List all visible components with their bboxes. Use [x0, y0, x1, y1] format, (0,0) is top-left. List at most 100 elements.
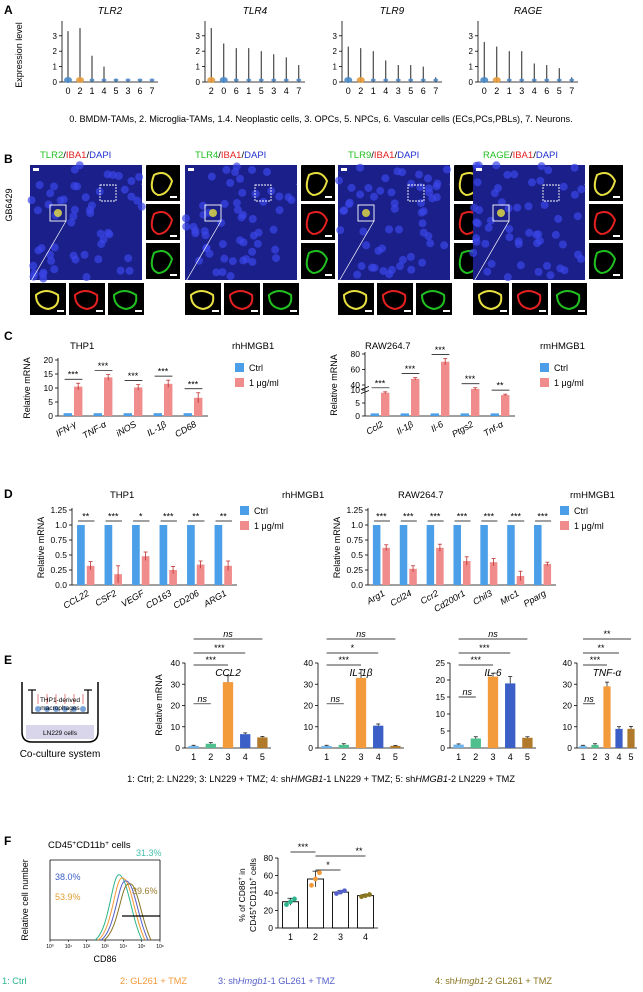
legend-label: Ctrl: [249, 363, 263, 373]
panel-d-left-chart: 0.0 0.25 0.5 0.75 1.0 1.25 ** CCL22 *** CSF2 * VEGF…: [36, 505, 237, 611]
violin-title: TLR4: [243, 6, 268, 17]
nucleus-dot: [271, 245, 280, 254]
sig-label: ns: [330, 694, 340, 704]
nucleus-dot: [415, 170, 424, 179]
nucleus-dot: [35, 180, 44, 189]
violin-category-label: 2: [358, 86, 363, 96]
nucleus-dot: [398, 255, 407, 264]
sig-label: ns: [584, 694, 594, 704]
data-point: [334, 891, 339, 896]
nucleus-dot: [248, 257, 257, 266]
nucleus-dot: [524, 202, 533, 211]
if-connector: [337, 220, 375, 284]
category-label: Il-1β: [395, 419, 415, 436]
if-scale-bar: [365, 310, 372, 312]
panel-b-side-label: GB6429: [4, 188, 14, 221]
violin-category-label: 3: [519, 86, 524, 96]
if-title-marker: TLR9: [348, 150, 371, 161]
violin-ytick-label: 1: [53, 63, 58, 72]
sig-label: *: [139, 512, 143, 522]
label-span: Hmgb1: [455, 976, 485, 986]
category-label: 3: [604, 752, 609, 762]
sig-label: ***: [510, 512, 521, 522]
if-title-slash1: /: [371, 150, 374, 161]
bar-ylabel-line2: CD45+CD11b+ cells: [248, 858, 258, 932]
violin-body: [531, 78, 537, 82]
if-cell-shape: [516, 290, 542, 311]
sig-label: **: [220, 512, 228, 522]
hist-curve: [94, 874, 143, 941]
chart-ytick-label: 40: [304, 658, 314, 668]
percent-label: 53.9%: [55, 892, 81, 902]
panel-label-a: A: [4, 3, 13, 17]
if-cell-shape: [112, 290, 138, 311]
chart-ytick-label: 15: [44, 369, 54, 379]
violin-body: [569, 78, 575, 82]
nucleus-dot: [487, 259, 496, 268]
chart-ylabel: Relative mRNA: [36, 517, 46, 579]
nucleus-dot: [356, 190, 365, 199]
bar: [321, 745, 332, 748]
nucleus-dot: [472, 234, 481, 243]
nucleus-dot: [135, 173, 144, 182]
bar: [373, 725, 384, 748]
category-label: 5: [525, 752, 530, 762]
category-label: Ptgs2: [450, 419, 475, 439]
chart-ytick-label: 60: [264, 871, 274, 881]
chart-ytick-label: 0: [355, 411, 360, 421]
if-scale-bar: [539, 310, 546, 312]
category-label: CD163: [144, 588, 173, 611]
diagram-mid-label: macrophages: [40, 705, 80, 712]
sig-label: ***: [98, 361, 109, 371]
chart-ylabel: Relative mRNA: [329, 354, 339, 416]
if-cell-shape: [150, 211, 174, 236]
category-label: 3: [490, 752, 495, 762]
nucleus-dot: [335, 176, 344, 185]
if-scale-bar: [325, 196, 332, 198]
bar-ctrl: [132, 525, 140, 585]
bar-ctrl: [123, 413, 132, 416]
chart-ytick-label: 0: [308, 743, 313, 753]
hist-xtick-label: 10⁴: [119, 944, 127, 950]
nucleus-dot: [248, 214, 257, 223]
nucleus-dot: [484, 223, 493, 232]
chart-ytick-label: 1.25: [346, 505, 363, 515]
nucleus-dot: [390, 204, 399, 213]
if-scale-bar: [443, 310, 450, 312]
nucleus-dot: [369, 192, 378, 201]
panel-a-ylabel: Expression level: [14, 22, 24, 88]
chart-ytick-label: 5: [355, 398, 360, 408]
if-scale-bar: [170, 274, 177, 276]
label-span: 3: sh: [218, 976, 238, 986]
violin-ytick-label: 0: [53, 78, 58, 87]
legend-label: Ctrl: [254, 506, 268, 516]
category-label: CSF2: [93, 588, 118, 608]
sig-label: ***: [163, 512, 174, 522]
if-connector: [29, 220, 67, 284]
bar-treatment: [194, 397, 203, 416]
chart-ytick-label: 80: [351, 349, 361, 359]
if-scale-bar: [251, 310, 258, 312]
nucleus-dot: [385, 225, 394, 234]
violin-category-label: 0: [221, 86, 226, 96]
nucleus-dot: [75, 161, 84, 170]
bar: [579, 745, 587, 748]
if-panel-title: TLR9/IBA1/DAPI: [348, 150, 419, 161]
transwell-insert: [31, 690, 89, 714]
if-scale-bar: [135, 310, 142, 312]
chart-ytick-label: 20: [304, 701, 314, 711]
nucleus-dot: [559, 182, 568, 191]
violin-body: [137, 78, 143, 82]
category-label: 2: [473, 752, 478, 762]
violin-ytick-label: 2: [53, 47, 58, 56]
nucleus-dot: [207, 172, 216, 181]
violin-body: [420, 78, 426, 82]
bar: [453, 744, 464, 748]
nucleus-dot: [116, 266, 125, 275]
category-label: 5: [260, 752, 265, 762]
nucleus-dot: [492, 161, 501, 170]
bar: [470, 738, 481, 748]
if-cell-shape: [420, 290, 446, 311]
panel-d-left-reagent: rhHMGB1: [282, 490, 324, 501]
